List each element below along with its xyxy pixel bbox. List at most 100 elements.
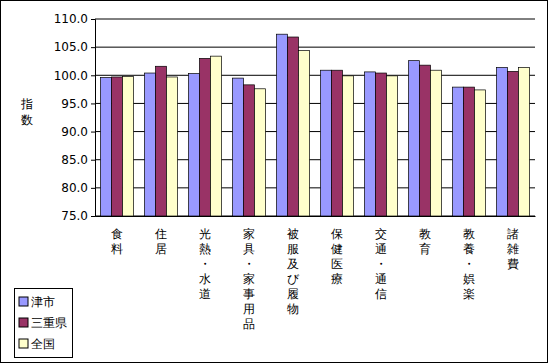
x-tick-label-char: 物 (287, 302, 299, 316)
x-tick: 光熱・水道 (199, 227, 211, 301)
x-tick-label-char: び (287, 272, 300, 286)
bar (299, 51, 310, 216)
x-tick: 教育 (419, 227, 431, 256)
y-tick: 105.0 (54, 40, 95, 54)
bar (167, 77, 178, 216)
x-tick-label-char: 療 (331, 272, 343, 286)
bar (288, 37, 299, 216)
y-tick-label: 95.0 (61, 97, 88, 111)
series (101, 34, 508, 216)
x-tick-label-char: 履 (287, 287, 299, 301)
x-tick-label-char: 交 (375, 227, 387, 241)
x-tick-label-char: 教 (419, 227, 431, 241)
bar (189, 74, 200, 216)
x-tick-label-char: 及 (287, 257, 299, 271)
grid (95, 19, 535, 216)
y-tick-mark (91, 19, 95, 20)
x-tick-label-char: 水 (199, 272, 211, 286)
bar (519, 67, 530, 216)
x-tick-label-char: 用 (243, 302, 255, 316)
x-tick-label: 被服及び履物 (287, 227, 300, 316)
bar (156, 66, 167, 216)
legend-swatch (19, 318, 28, 327)
legend-item: 三重県 (19, 316, 67, 330)
x-tick: 食料 (111, 227, 123, 256)
bar (475, 90, 486, 216)
bars (101, 34, 530, 216)
x-tick-label-char: 楽 (463, 287, 475, 301)
bar (387, 76, 398, 216)
x-tick-label: 住居 (154, 227, 167, 256)
x-tick-label-char: 通 (375, 242, 387, 256)
y-tick: 100.0 (54, 69, 95, 83)
x-tick-label-char: 家 (243, 272, 255, 286)
y-tick-label: 90.0 (61, 125, 88, 139)
y-tick-mark (91, 47, 95, 48)
x-tick: 保健医療 (331, 227, 343, 286)
y-tick-label: 110.0 (54, 12, 88, 26)
x-tick: 被服及び履物 (287, 227, 300, 316)
x-tick: 交通・通信 (375, 227, 387, 301)
x-tick-label-char: 事 (243, 287, 255, 301)
x-tick-label-char: 信 (375, 287, 387, 301)
bar (420, 65, 431, 216)
x-axis-line (96, 216, 536, 217)
y-tick: 85.0 (61, 153, 95, 167)
bar (343, 76, 354, 216)
bar (255, 89, 266, 216)
legend-swatch (19, 339, 28, 348)
y-tick: 95.0 (61, 97, 95, 111)
x-tick-label-char: ・ (243, 257, 255, 271)
legend: 津市三重県全国 (15, 289, 73, 358)
y-tick-label: 75.0 (61, 209, 88, 223)
plot: 75.0 80.0 85.0 90.0 95.0 100.0 105.0 110.0 食料 住居 光… (54, 12, 536, 331)
y-axis-title-char: 数 (21, 113, 33, 127)
x-tick-label: 諸雑費 (507, 227, 519, 271)
x-tick-label-char: 道 (199, 287, 211, 301)
bar (431, 70, 442, 216)
x-tick-label-char: 服 (287, 242, 299, 256)
legend-swatch (19, 297, 28, 306)
x-tick-label-char: 居 (155, 242, 167, 256)
x-tick-label: 食料 (111, 227, 123, 256)
x-tick-label-char: 養 (463, 242, 475, 256)
bar (464, 87, 475, 216)
y-tick-label: 80.0 (61, 181, 88, 195)
x-tick-label-char: 家 (243, 227, 255, 241)
x-tick-label-char: 医 (331, 257, 343, 271)
legend-label: 津市 (31, 295, 55, 309)
legend-item: 津市 (19, 295, 55, 309)
x-tick-label-char: 被 (287, 227, 299, 241)
x-tick-label-char: 諸 (507, 227, 519, 241)
x-tick-label-char: 食 (111, 227, 123, 241)
y-tick: 90.0 (61, 125, 95, 139)
bar (200, 58, 211, 216)
y-axis-line (91, 20, 96, 217)
y-axis-title-char: 指 (20, 97, 33, 111)
y-tick-label: 105.0 (54, 40, 88, 54)
x-tick-label-char: ・ (199, 257, 211, 271)
bar (332, 70, 343, 216)
y-tick: 110.0 (54, 12, 95, 26)
y-tick: 80.0 (61, 181, 95, 195)
chart-frame (1, 1, 548, 363)
x-tick-label: 教育 (419, 227, 431, 256)
x-tick-label-char: 育 (419, 242, 431, 256)
grid-line (95, 19, 535, 20)
x-tick-label-char: ・ (463, 257, 475, 271)
legend-label: 三重県 (31, 316, 67, 330)
x-tick-label-char: 教 (463, 227, 475, 241)
y-tick-mark (91, 216, 95, 217)
bar (145, 73, 156, 216)
bar (123, 76, 134, 216)
y-tick-mark (91, 103, 95, 104)
x-tick: 教養・娯楽 (463, 227, 475, 301)
x-tick-label-char: 雑 (507, 242, 519, 256)
bar (453, 87, 464, 216)
y-tick-mark (91, 75, 95, 76)
x-tick-label-char: 健 (331, 242, 343, 256)
series (123, 51, 530, 216)
bar (321, 70, 332, 216)
x-tick: 諸雑費 (507, 227, 519, 271)
bar (497, 67, 508, 216)
